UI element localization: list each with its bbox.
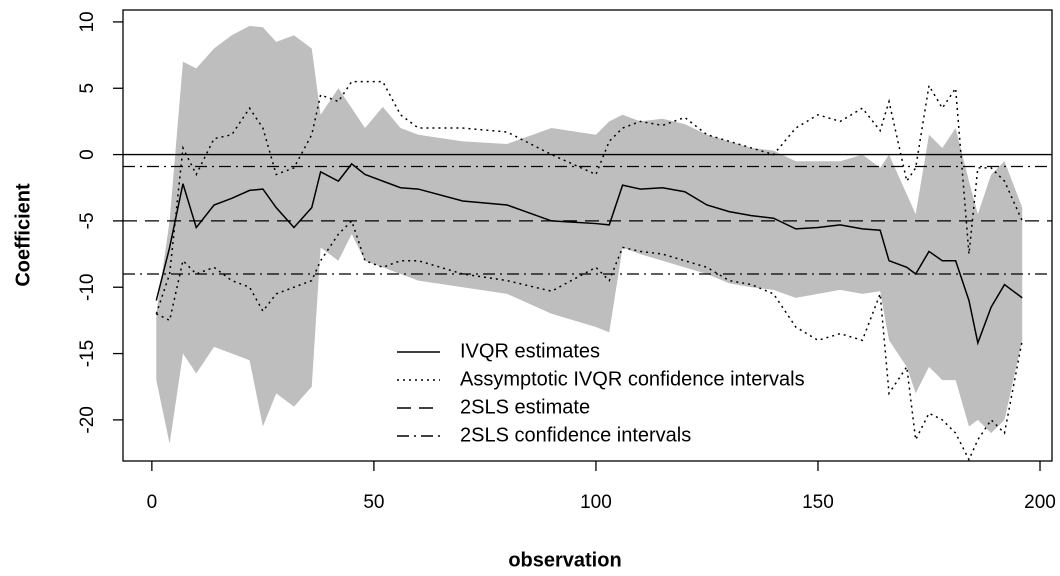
series-line xyxy=(155,219,1023,461)
y-tick-label: -10 xyxy=(77,273,98,300)
x-tick-label: 0 xyxy=(147,492,158,513)
y-tick-label: 10 xyxy=(77,11,98,32)
legend-label: 2SLS estimate xyxy=(460,396,590,418)
legend-label: IVQR estimates xyxy=(460,340,600,362)
plot-frame xyxy=(122,9,1053,462)
series-line xyxy=(155,162,1023,346)
y-tick-label: -20 xyxy=(77,406,98,433)
plot xyxy=(123,25,1052,461)
y-tick-label: -15 xyxy=(77,340,98,367)
legend-label: 2SLS confidence intervals xyxy=(460,424,691,446)
y-tick-label: -5 xyxy=(77,212,98,229)
legend-label: Assymptotic IVQR confidence intervals xyxy=(460,368,805,390)
y-tick-label: 5 xyxy=(77,83,98,94)
y-axis-label: Coefficient xyxy=(12,183,34,287)
band xyxy=(156,25,1023,444)
x-tick-label: 100 xyxy=(580,492,612,513)
series-line xyxy=(155,80,1023,315)
x-axis-label: observation xyxy=(508,549,621,571)
x-tick-label: 200 xyxy=(1024,492,1056,513)
x-tick-label: 150 xyxy=(802,492,834,513)
x-tick-label: 50 xyxy=(363,492,384,513)
y-tick-label: 0 xyxy=(77,149,98,160)
